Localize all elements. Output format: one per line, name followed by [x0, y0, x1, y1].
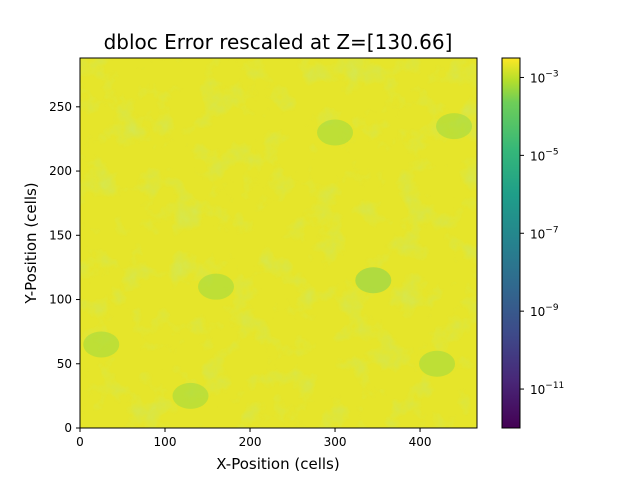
- heatmap-patch: [317, 119, 354, 146]
- plot-frame: [79, 57, 478, 429]
- colorbar-tick-label: 10−5: [530, 147, 559, 163]
- colorbar-tick-exponent: −11: [545, 381, 564, 391]
- colorbar-tick-base: 10: [530, 71, 545, 85]
- y-tick-label: 50: [57, 357, 72, 371]
- heatmap-patch: [436, 113, 473, 140]
- colorbar-tick-base: 10: [530, 305, 545, 319]
- y-tick-label: 0: [64, 421, 72, 435]
- x-tick-label: 100: [154, 435, 177, 449]
- x-tick-label: 300: [324, 435, 347, 449]
- heatmap-patches: [83, 113, 473, 409]
- x-axis: 0 100 200 300 400: [76, 428, 431, 449]
- colorbar-tick-label: 10−9: [530, 303, 559, 319]
- y-tick-label: 250: [49, 100, 72, 114]
- x-axis-label: X-Position (cells): [216, 455, 339, 473]
- y-axis-label: Y-Position (cells): [22, 182, 40, 304]
- colorbar: 10−310−510−710−910−11: [501, 57, 564, 429]
- x-tick-label: 200: [239, 435, 262, 449]
- colorbar-tick-base: 10: [530, 149, 545, 163]
- colorbar-gradient: [501, 57, 521, 429]
- y-axis: 0 50 100 150 200 250: [49, 100, 80, 435]
- heatmap-patch: [419, 350, 456, 377]
- colorbar-tick-label: 10−7: [530, 225, 559, 241]
- heatmap-patch: [198, 273, 235, 300]
- colorbar-tick-label: 10−11: [530, 381, 564, 397]
- colorbar-tick-label: 10−3: [530, 69, 559, 85]
- colorbar-tick-exponent: −3: [545, 69, 558, 79]
- heatmap-patch: [355, 267, 392, 294]
- colorbar-tick-exponent: −7: [545, 225, 558, 235]
- heatmap-patch: [83, 331, 120, 358]
- chart-title: dbloc Error rescaled at Z=[130.66]: [104, 30, 453, 54]
- heatmap-patch: [172, 382, 209, 409]
- heatmap-field: [80, 58, 477, 428]
- colorbar-tick-base: 10: [530, 227, 545, 241]
- colorbar-ticks: 10−310−510−710−910−11: [520, 69, 564, 397]
- heatmap-texture: [80, 58, 477, 428]
- colorbar-tick-exponent: −5: [545, 147, 558, 157]
- x-tick-label: 400: [409, 435, 432, 449]
- y-tick-label: 100: [49, 293, 72, 307]
- colorbar-tick-base: 10: [530, 383, 545, 397]
- colorbar-tick-exponent: −9: [545, 303, 559, 313]
- y-tick-label: 150: [49, 228, 72, 242]
- y-tick-label: 200: [49, 164, 72, 178]
- x-tick-label: 0: [76, 435, 84, 449]
